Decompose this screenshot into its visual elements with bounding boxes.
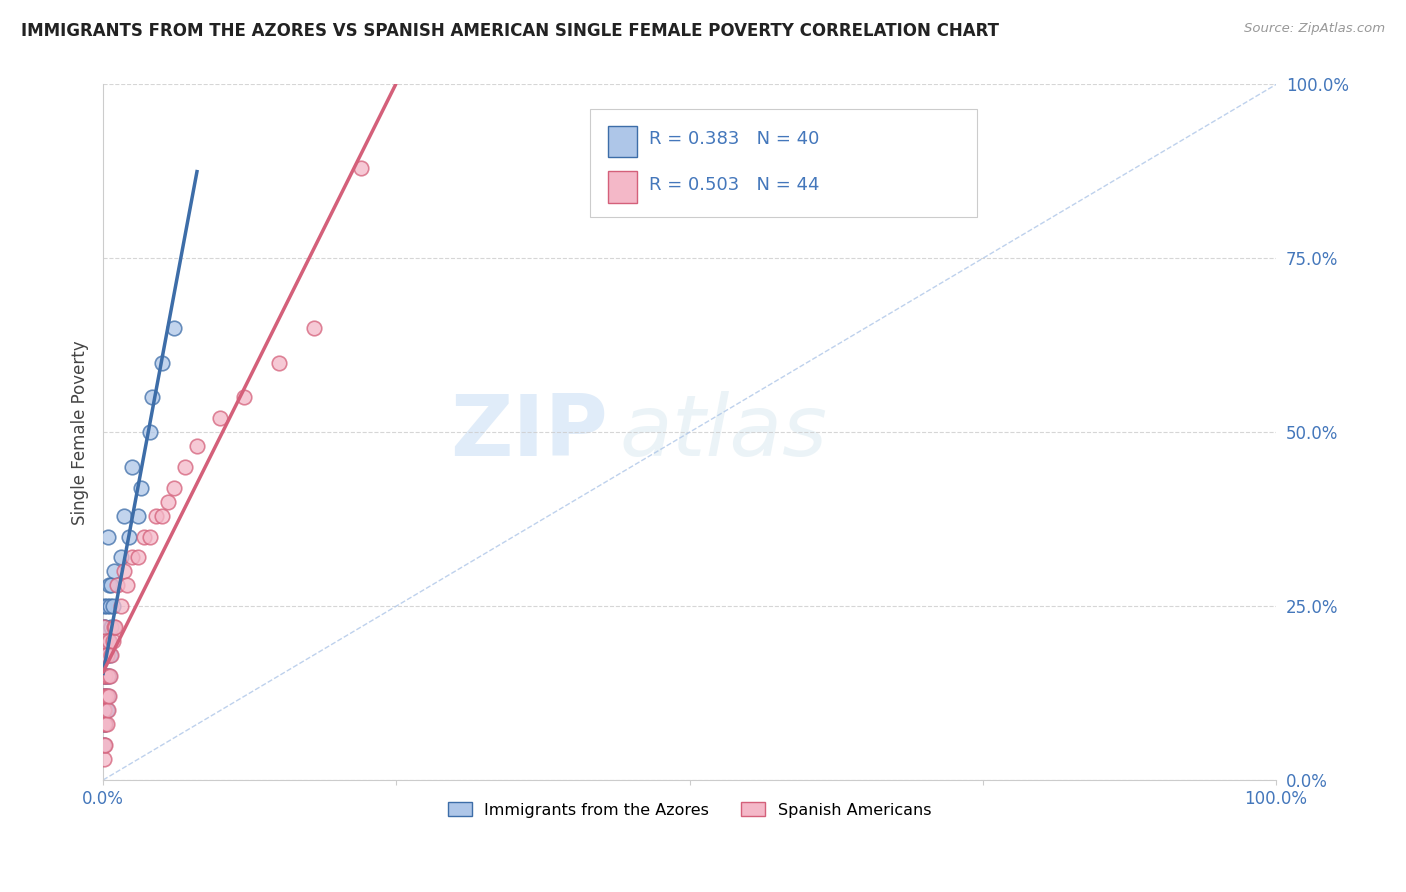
Point [93, 620, 115, 634]
Point [98, 648, 121, 662]
Point [110, 550, 132, 565]
Text: Source: ZipAtlas.com: Source: ZipAtlas.com [1244, 22, 1385, 36]
Point [93, 620, 115, 634]
Y-axis label: Single Female Poverty: Single Female Poverty [72, 340, 89, 524]
Point [96, 633, 118, 648]
Point [100, 648, 122, 662]
Point [94, 668, 117, 682]
Point [98, 599, 121, 613]
Point [232, 391, 254, 405]
Point [209, 411, 232, 425]
Point [94, 668, 117, 682]
Point [93, 690, 115, 704]
Point [103, 620, 125, 634]
Text: R = 0.383   N = 40: R = 0.383 N = 40 [648, 129, 818, 148]
Point [93, 648, 115, 662]
Point [104, 620, 127, 634]
Point [94, 690, 117, 704]
Point [267, 356, 290, 370]
Point [96, 668, 118, 682]
Point [98, 668, 121, 682]
Point [93, 668, 115, 682]
Point [134, 529, 156, 543]
Point [118, 529, 141, 543]
Point [94, 690, 117, 704]
Point [94, 633, 117, 648]
Point [110, 599, 132, 613]
Point [93, 717, 115, 731]
Legend: Immigrants from the Azores, Spanish Americans: Immigrants from the Azores, Spanish Amer… [441, 796, 938, 824]
Point [94, 717, 117, 731]
Point [93, 717, 115, 731]
Point [98, 633, 121, 648]
Text: R = 0.503   N = 44: R = 0.503 N = 44 [648, 177, 820, 194]
Point [96, 599, 118, 613]
Point [97, 690, 120, 704]
FancyBboxPatch shape [607, 126, 637, 158]
Point [93, 648, 115, 662]
FancyBboxPatch shape [607, 171, 637, 202]
Point [304, 321, 326, 335]
Point [94, 648, 117, 662]
Point [100, 620, 122, 634]
Point [94, 703, 117, 717]
FancyBboxPatch shape [591, 109, 977, 217]
Point [139, 425, 162, 440]
Point [93, 599, 115, 613]
Point [129, 481, 152, 495]
Text: atlas: atlas [619, 391, 827, 474]
Point [112, 508, 135, 523]
Point [156, 494, 179, 508]
Point [97, 529, 120, 543]
Point [93, 703, 115, 717]
Point [186, 439, 208, 453]
Point [93, 703, 115, 717]
Point [115, 578, 138, 592]
Point [150, 508, 173, 523]
Point [105, 578, 128, 592]
Point [139, 529, 162, 543]
Point [162, 481, 184, 495]
Point [112, 564, 135, 578]
Text: IMMIGRANTS FROM THE AZORES VS SPANISH AMERICAN SINGLE FEMALE POVERTY CORRELATION: IMMIGRANTS FROM THE AZORES VS SPANISH AM… [21, 22, 1000, 40]
Point [96, 717, 118, 731]
Text: ZIP: ZIP [450, 391, 607, 474]
Point [101, 633, 124, 648]
Point [96, 703, 118, 717]
Point [141, 391, 163, 405]
Point [98, 690, 121, 704]
Point [97, 668, 120, 682]
Point [350, 161, 373, 175]
Point [93, 752, 115, 766]
Point [96, 690, 118, 704]
Point [145, 508, 167, 523]
Point [101, 599, 124, 613]
Point [93, 738, 115, 752]
Point [127, 508, 149, 523]
Point [127, 550, 149, 565]
Point [94, 620, 117, 634]
Point [100, 578, 122, 592]
Point [121, 550, 143, 565]
Point [98, 668, 121, 682]
Point [174, 460, 197, 475]
Point [98, 578, 121, 592]
Point [162, 321, 184, 335]
Point [97, 703, 120, 717]
Point [93, 738, 115, 752]
Point [150, 356, 173, 370]
Point [103, 564, 125, 578]
Point [96, 648, 118, 662]
Point [94, 717, 117, 731]
Point [98, 633, 121, 648]
Point [97, 648, 120, 662]
Point [93, 668, 115, 682]
Point [94, 738, 117, 752]
Point [93, 690, 115, 704]
Point [121, 460, 143, 475]
